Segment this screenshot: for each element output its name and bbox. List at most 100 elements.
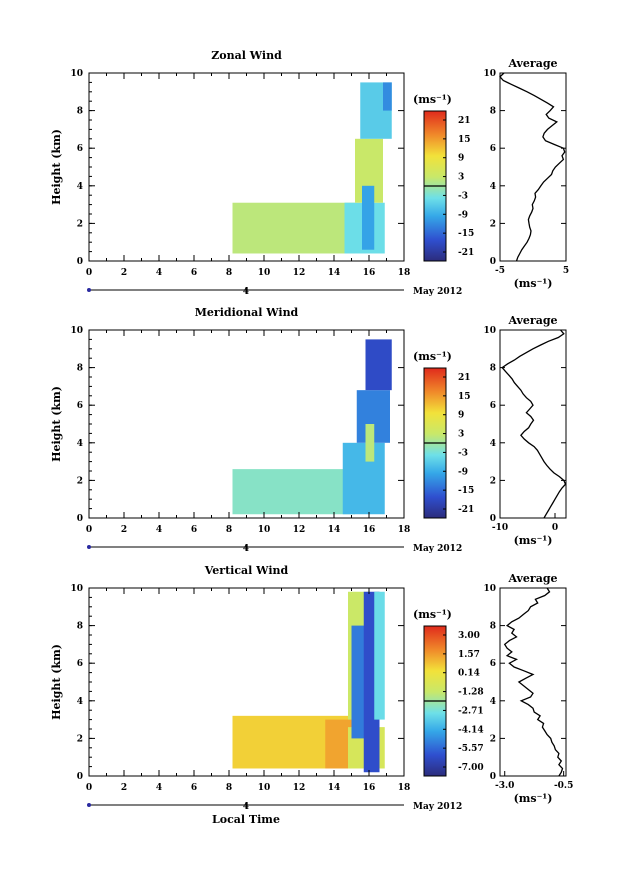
heatmap-cell	[351, 625, 366, 739]
colorbar-tick-label: -3	[458, 448, 468, 458]
date-start-marker	[87, 803, 91, 807]
profile-x-axis-title: (ms⁻¹)	[514, 534, 553, 547]
x-tick-label: 4	[156, 525, 162, 535]
date-marker-label: 4	[243, 544, 249, 554]
x-tick-label: 18	[398, 268, 411, 278]
profile-y-tick-label: 2	[490, 734, 496, 744]
colorbar-tick-label: -21	[458, 248, 474, 258]
y-tick-label: 6	[77, 144, 83, 154]
x-tick-label: 6	[191, 268, 197, 278]
y-axis-title: Height (km)	[50, 386, 63, 462]
y-tick-label: 10	[70, 69, 83, 79]
y-tick-label: 2	[77, 219, 83, 229]
colorbar-tick-label: 3	[458, 173, 464, 183]
date-start-marker	[87, 545, 91, 549]
colorbar-tick-label: -9	[458, 210, 468, 220]
colorbar-tick-label: 9	[458, 154, 464, 164]
x-tick-label: 2	[121, 783, 127, 793]
x-tick-label: 6	[191, 783, 197, 793]
y-tick-label: 8	[77, 622, 83, 632]
profile-frame	[499, 72, 567, 262]
panel-2: Vertical Wind 0 2 4 6 8 10 12 14 16 18 0 2 4 6 8 10 Heigh…	[50, 564, 573, 812]
x-tick-label: 12	[293, 268, 306, 278]
panel-title: Vertical Wind	[204, 564, 289, 577]
profile-line	[503, 587, 564, 777]
panel-0: Zonal Wind 0 2 4 6 8 10 12 14 16 18 0 2 4 6 8 10 Height (…	[50, 49, 569, 297]
heatmap-cell	[232, 469, 355, 515]
x-tick-label: 4	[156, 268, 162, 278]
x-tick-label: 14	[328, 783, 341, 793]
heatmap-cell	[365, 424, 375, 462]
x-tick-label: 2	[121, 525, 127, 535]
x-tick-label: 14	[328, 268, 341, 278]
profile-y-tick-label: 0	[490, 257, 496, 267]
x-tick-label: 12	[293, 783, 306, 793]
profile-y-tick-label: 2	[490, 219, 496, 229]
date-label: May 2012	[413, 287, 462, 297]
colorbar-tick-label: 3.00	[458, 631, 480, 641]
x-tick-label: 18	[398, 783, 411, 793]
y-tick-label: 8	[77, 107, 83, 117]
x-tick-label: 10	[258, 525, 271, 535]
colorbar-unit: (ms⁻¹)	[413, 350, 452, 363]
profile-x-tick-label: 0	[552, 523, 558, 533]
y-tick-label: 4	[77, 439, 83, 449]
x-tick-label: 0	[86, 783, 92, 793]
profile-y-tick-label: 0	[490, 772, 496, 782]
x-axis-title: Local Time	[212, 813, 280, 826]
heatmap-cell	[365, 339, 392, 391]
colorbar-tick-label: -7.00	[458, 763, 484, 773]
x-tick-label: 14	[328, 525, 341, 535]
colorbar-tick-label: -5.57	[458, 744, 484, 754]
profile-frame	[499, 587, 567, 777]
colorbar-tick-label: 9	[458, 411, 464, 421]
heatmap-cell	[362, 185, 375, 250]
x-tick-label: 16	[363, 525, 376, 535]
x-tick-label: 6	[191, 525, 197, 535]
date-label: May 2012	[413, 544, 462, 554]
colorbar-tick-label: 21	[458, 373, 471, 383]
colorbar-tick-label: -4.14	[458, 725, 484, 735]
profile-y-tick-label: 6	[490, 659, 496, 669]
colorbar-tick-label: 3	[458, 430, 464, 440]
profile-line	[499, 72, 566, 262]
profile-x-axis-title: (ms⁻¹)	[514, 277, 553, 290]
colorbar-unit: (ms⁻¹)	[413, 608, 452, 621]
x-tick-label: 0	[86, 525, 92, 535]
date-marker-label: 4	[243, 287, 249, 297]
heatmap-cell	[383, 82, 392, 111]
profile-y-tick-label: 10	[483, 69, 496, 79]
colorbar-tick-label: -1.28	[458, 688, 484, 698]
colorbar-tick-label: 15	[458, 135, 471, 145]
y-tick-label: 10	[70, 584, 83, 594]
colorbar-unit: (ms⁻¹)	[413, 93, 452, 106]
y-tick-label: 4	[77, 182, 83, 192]
x-tick-label: 16	[363, 268, 376, 278]
colorbar-tick-label: 1.57	[458, 650, 480, 660]
colorbar-tick-label: -15	[458, 229, 474, 239]
colorbar-tick-label: 0.14	[458, 669, 480, 679]
profile-x-tick-label: -10	[492, 523, 508, 533]
x-tick-label: 12	[293, 525, 306, 535]
heatmap-cell	[232, 202, 355, 254]
y-tick-label: 2	[77, 476, 83, 486]
profile-y-tick-label: 0	[490, 514, 496, 524]
x-tick-label: 0	[86, 268, 92, 278]
y-tick-label: 10	[70, 326, 83, 336]
date-marker-label: 4	[243, 802, 249, 812]
y-tick-label: 0	[77, 514, 83, 524]
profile-y-tick-label: 8	[490, 364, 496, 374]
colorbar-tick-label: 15	[458, 392, 471, 402]
profile-x-tick-label: -3.0	[495, 781, 514, 791]
colorbar-tick-label: 21	[458, 116, 471, 126]
colorbar-tick-label: -21	[458, 505, 474, 515]
heatmap-cell	[342, 442, 385, 515]
x-tick-label: 18	[398, 525, 411, 535]
date-label: May 2012	[413, 802, 462, 812]
profile-title: Average	[507, 572, 557, 585]
profile-y-tick-label: 4	[490, 697, 496, 707]
profile-title: Average	[507, 314, 557, 327]
y-tick-label: 6	[77, 659, 83, 669]
profile-y-tick-label: 4	[490, 439, 496, 449]
panel-title: Zonal Wind	[211, 49, 282, 62]
